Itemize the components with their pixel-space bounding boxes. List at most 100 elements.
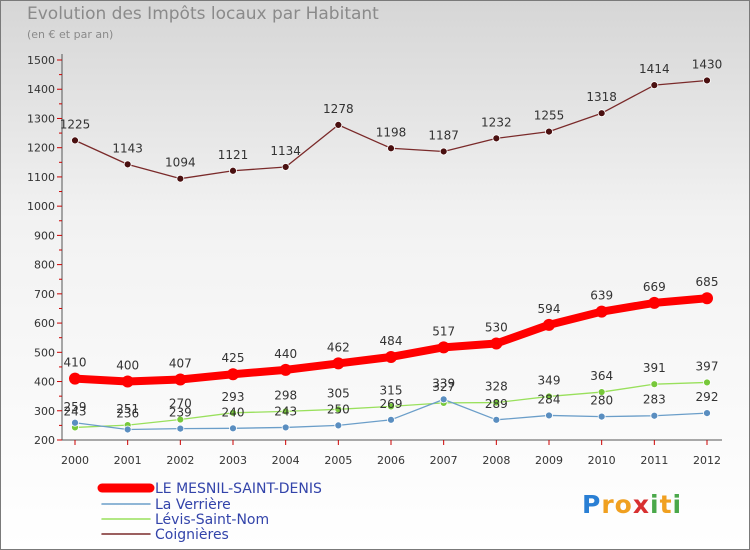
y-tick-label: 300: [34, 405, 55, 418]
data-label: 239: [169, 406, 192, 420]
data-point: [174, 373, 187, 386]
data-point: [229, 408, 237, 417]
data-label: 1198: [376, 125, 407, 139]
chart-subtitle: (en € et par an): [27, 28, 114, 41]
data-label: 269: [380, 397, 403, 411]
data-label: 1094: [165, 156, 196, 170]
data-label: 1414: [639, 62, 670, 76]
data-label: 594: [538, 302, 561, 316]
y-tick-label: 500: [34, 346, 55, 359]
data-label: 410: [64, 356, 87, 370]
data-label: 639: [590, 289, 613, 303]
data-point: [229, 424, 237, 433]
data-label: 298: [274, 388, 297, 402]
data-point: [545, 392, 553, 401]
data-label: 484: [380, 334, 403, 348]
data-label: 292: [696, 390, 719, 404]
x-tick-label: 2001: [114, 454, 142, 467]
data-label: 236: [116, 406, 139, 420]
data-point: [71, 136, 79, 145]
data-point: [121, 375, 134, 388]
data-label: 349: [538, 373, 561, 387]
y-tick-label: 1300: [27, 112, 55, 125]
x-tick-label: 2008: [482, 454, 510, 467]
y-tick-label: 1400: [27, 83, 55, 96]
data-label: 1134: [270, 144, 301, 158]
data-point: [650, 411, 659, 420]
logo-letter: x: [632, 490, 650, 519]
x-tick-label: 2012: [693, 454, 721, 467]
data-label: 1318: [586, 90, 617, 104]
data-label: 1232: [481, 115, 512, 129]
data-label: 400: [116, 359, 139, 373]
data-label: 315: [380, 383, 403, 397]
data-point: [701, 292, 713, 305]
data-label: 251: [116, 402, 139, 416]
y-tick-label: 1500: [27, 54, 55, 67]
data-label: 270: [169, 397, 192, 411]
data-label: 284: [538, 392, 561, 406]
data-point: [595, 305, 608, 318]
y-tick-label: 800: [34, 259, 55, 272]
chart-title: Evolution des Impôts locaux par Habitant: [27, 4, 379, 24]
data-label: 1430: [692, 57, 723, 71]
legend-label: LE MESNIL-SAINT-DENIS: [155, 481, 322, 497]
data-point: [229, 166, 237, 175]
data-label: 462: [327, 340, 350, 354]
data-point: [385, 350, 397, 363]
data-point: [69, 372, 81, 385]
data-point: [439, 147, 448, 156]
data-point: [650, 81, 659, 90]
data-point: [387, 144, 395, 153]
logo-letter: o: [614, 490, 633, 519]
data-label: 1278: [323, 102, 354, 116]
data-point: [597, 388, 606, 396]
x-tick-label: 2005: [324, 454, 352, 467]
data-label: 669: [643, 280, 666, 294]
data-label: 685: [696, 275, 719, 289]
x-tick-label: 2002: [166, 454, 194, 467]
data-point: [597, 412, 606, 421]
data-label: 305: [327, 386, 350, 400]
data-label: 440: [274, 347, 297, 361]
legend-label: Lévis-Saint-Nom: [155, 512, 269, 528]
x-tick-label: 2000: [61, 454, 89, 467]
data-point: [439, 395, 448, 404]
proxiti-logo: Proxiti: [582, 490, 682, 519]
y-tick-label: 400: [34, 376, 55, 389]
x-tick-label: 2009: [535, 454, 563, 467]
x-tick-label: 2007: [430, 454, 458, 467]
data-point: [334, 421, 343, 430]
data-point: [123, 160, 132, 169]
data-point: [703, 76, 711, 85]
data-point: [597, 109, 606, 118]
data-label: 243: [64, 404, 87, 418]
y-tick-label: 1200: [27, 142, 55, 155]
data-point: [648, 296, 661, 309]
data-label: 339: [432, 376, 455, 390]
data-point: [176, 424, 185, 433]
data-label: 1121: [218, 148, 249, 162]
data-label: 243: [274, 404, 297, 418]
legend-label: La Verrière: [155, 497, 231, 513]
data-point: [387, 402, 395, 411]
data-label: 517: [432, 324, 455, 338]
data-point: [650, 380, 659, 389]
data-point: [492, 134, 501, 143]
data-point: [545, 127, 553, 136]
data-label: 391: [643, 361, 666, 375]
y-tick-label: 900: [34, 229, 55, 242]
data-point: [437, 341, 450, 354]
data-point: [545, 411, 553, 420]
data-point: [176, 415, 185, 424]
data-label: 1225: [60, 117, 91, 131]
data-point: [703, 378, 711, 387]
data-point: [387, 415, 395, 424]
data-label: 1187: [428, 128, 459, 142]
data-point: [279, 363, 292, 376]
data-point: [334, 120, 343, 129]
data-label: 397: [696, 359, 719, 373]
data-label: 280: [590, 394, 613, 408]
data-point: [492, 415, 501, 424]
